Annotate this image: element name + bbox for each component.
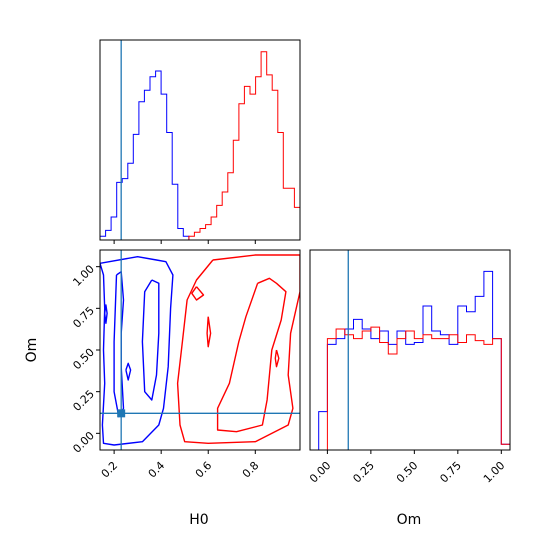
contour-series-2-level-1: [176, 254, 300, 444]
contour-y-tick-label: 1.00: [70, 262, 97, 289]
om-hist-frame: [309, 249, 511, 451]
contour-y-tick-label: 0.25: [70, 387, 97, 414]
om-hist-x-tick-label: 0.25: [350, 459, 377, 486]
contour-frame: [99, 249, 301, 451]
h0-hist-series-2: [100, 51, 300, 241]
contour-y-tick-label: 0.75: [70, 304, 97, 331]
contour-x-tick-label: 0.8: [240, 459, 262, 481]
om-hist-x-tick-label: 0.00: [307, 459, 334, 486]
h0-histogram-panel: [99, 39, 301, 244]
om-hist-x-tick-label: 1.00: [481, 459, 508, 486]
contour-series-1-level-3: [141, 279, 160, 401]
truth-marker: [117, 409, 126, 418]
contour-series-1-level-4: [125, 362, 132, 381]
om-hist-x-tick-label: 0.75: [437, 459, 464, 486]
contour-series-1-level-5: [104, 304, 108, 324]
om-histogram-panel: 0.00 0.25 0.50 0.75 1.00: [307, 249, 511, 486]
contour-series-2-level-5: [274, 349, 280, 368]
y-axis-label-om: Om: [24, 338, 40, 363]
x-axis-label-om: Om: [397, 512, 422, 528]
contour-x-tick-label: 0.2: [99, 459, 121, 481]
contour-lines: [100, 254, 300, 446]
contour-x-tick-label: 0.6: [193, 459, 215, 481]
contour-series-2-level-3: [191, 286, 205, 301]
h0-hist-series-1: [100, 70, 300, 241]
contour-y-tick-label: 0.50: [70, 346, 97, 373]
contour-series-2-level-2: [216, 277, 287, 433]
contour-series-2-level-4: [206, 316, 212, 348]
om-hist-x-tick-label: 0.50: [394, 459, 421, 486]
x-axis-label-h0: H0: [189, 512, 208, 528]
h0-om-contour-panel: 0.2 0.4 0.6 0.8 0.00 0.25 0.50 0.75 1.00: [70, 249, 301, 481]
om-hist-series-2: [310, 326, 510, 451]
h0-hist-frame: [99, 39, 301, 241]
contour-x-tick-label: 0.4: [146, 459, 168, 481]
contour-series-1-level-2: [113, 271, 125, 418]
om-hist-series-1: [310, 270, 510, 451]
contour-series-1-level-1: [100, 256, 174, 446]
contour-y-tick-label: 0.00: [70, 429, 97, 456]
